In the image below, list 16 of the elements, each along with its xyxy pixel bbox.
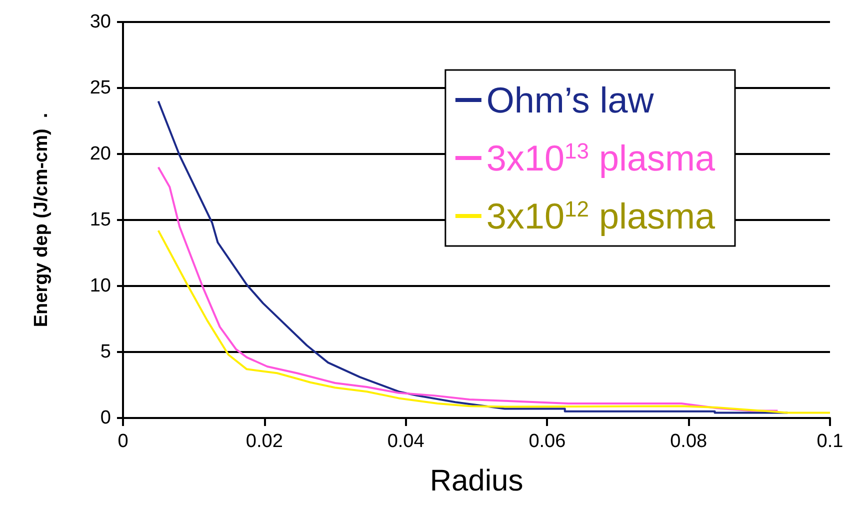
x-tick-label: 0.06 — [528, 431, 566, 452]
x-tick-label: 0 — [118, 431, 128, 452]
y-tick-label: 20 — [90, 144, 111, 164]
y-tick-label: 15 — [90, 210, 111, 230]
y-tick-label: 0 — [100, 408, 111, 428]
x-tick-label: 0.1 — [816, 431, 844, 452]
legend-label: Ohm’s law — [486, 80, 655, 120]
x-axis-title: Radius — [430, 464, 524, 498]
y-tick-label: 25 — [90, 78, 111, 98]
y-axis-title: Energy dep (J/cm-cm) . — [31, 112, 52, 328]
y-tick-label: 10 — [90, 276, 111, 296]
x-tick-label: 0.04 — [387, 431, 425, 452]
x-tick-label: 0.08 — [670, 431, 708, 452]
y-tick-label: 30 — [90, 12, 111, 32]
x-tick-label: 0.02 — [246, 431, 283, 452]
y-tick-label: 5 — [100, 342, 111, 362]
